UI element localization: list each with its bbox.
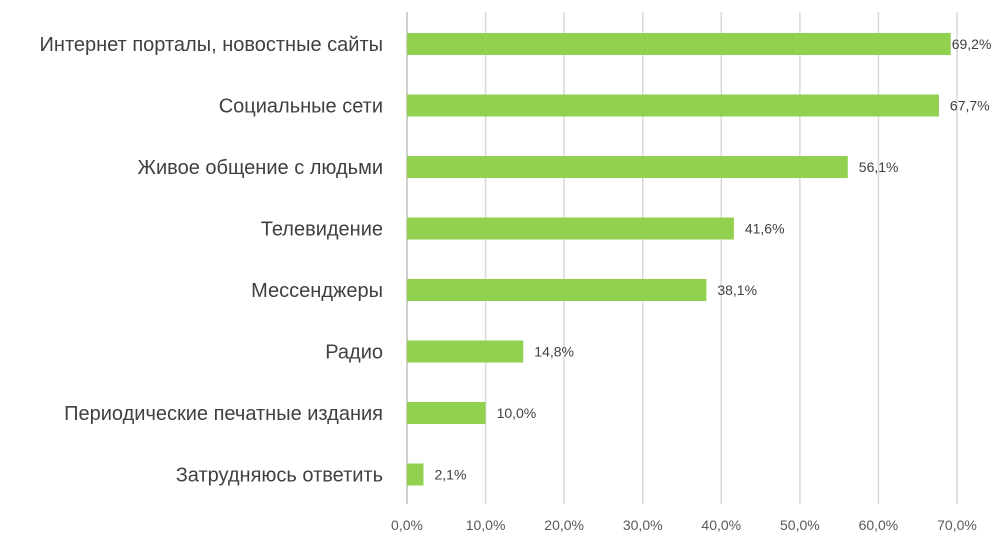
category-label: Интернет порталы, новостные сайты <box>40 34 383 56</box>
bar <box>407 156 848 178</box>
data-label: 41,6% <box>745 221 785 237</box>
bar <box>407 217 734 240</box>
gridlines <box>406 12 958 504</box>
bar <box>407 402 486 424</box>
category-label: Мессенджеры <box>251 280 383 302</box>
x-tick-label: 30,0% <box>623 517 663 533</box>
x-tick-label: 70,0% <box>937 517 977 533</box>
category-label: Социальные сети <box>219 96 383 118</box>
x-tick-label: 40,0% <box>701 517 741 533</box>
x-tick-label: 0,0% <box>391 517 423 533</box>
data-label: 38,1% <box>717 282 757 298</box>
data-label: 14,8% <box>534 344 574 360</box>
bar <box>407 94 939 117</box>
category-label: Радио <box>325 342 383 364</box>
bar <box>407 463 424 486</box>
category-label: Телевидение <box>261 219 383 241</box>
bar <box>407 33 951 55</box>
category-label: Периодические печатные издания <box>64 403 383 425</box>
x-tick-labels: 0,0% 10,0% 20,0% 30,0% 40,0% 50,0% 60,0% 70,0% <box>391 517 977 533</box>
data-label: 67,7% <box>950 98 990 114</box>
category-label: Затрудняюсь ответить <box>176 465 383 487</box>
x-tick-label: 10,0% <box>466 517 506 533</box>
data-label: 2,1% <box>435 467 467 483</box>
category-labels: Интернет порталы, новостные сайты Социаль… <box>40 34 383 487</box>
data-label: 10,0% <box>497 405 537 421</box>
x-tick-label: 20,0% <box>544 517 584 533</box>
bar <box>407 279 707 301</box>
bar <box>407 340 524 363</box>
value-labels: 69,2% 67,7% 56,1% 41,6% 38,1% 14,8% 10,0% 2,1% <box>435 36 992 483</box>
x-tick-label: 60,0% <box>859 517 899 533</box>
x-tick-label: 50,0% <box>780 517 820 533</box>
data-label: 56,1% <box>859 159 899 175</box>
data-label: 69,2% <box>952 36 992 52</box>
category-label: Живое общение с людьми <box>138 157 383 179</box>
bars <box>407 33 951 486</box>
